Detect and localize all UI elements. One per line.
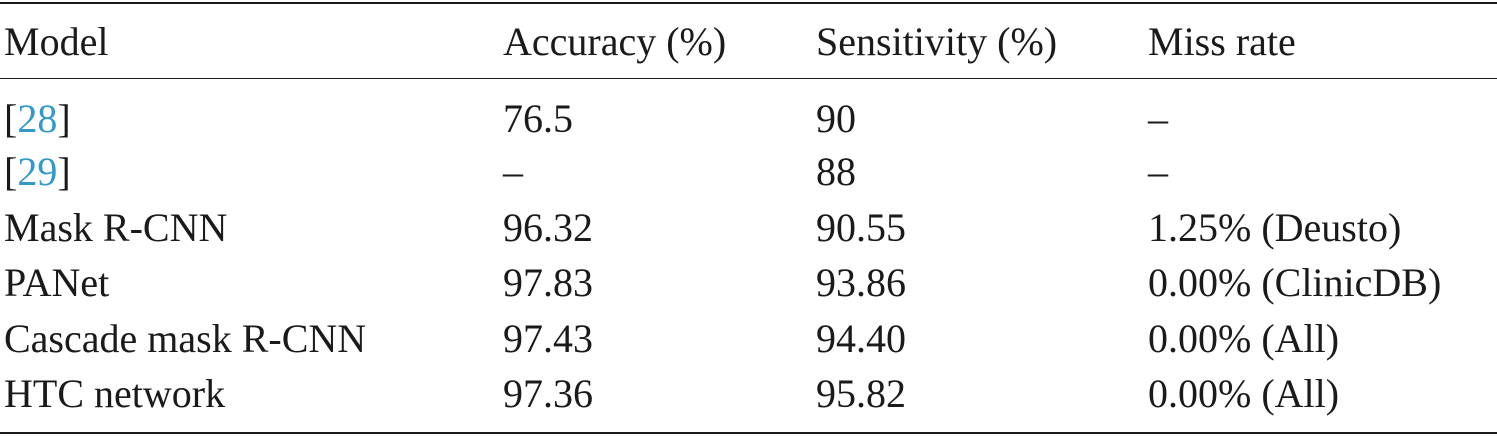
accuracy-cell: 97.36 [503,371,593,416]
miss-rate-cell: – [1148,96,1168,141]
ref-open-bracket: [ [4,96,18,141]
sensitivity-cell: 93.86 [816,260,906,305]
accuracy-cell: 76.5 [503,96,573,141]
table-top-rule [0,2,1497,4]
sensitivity-cell: 88 [816,149,856,194]
accuracy-cell: – [503,149,523,194]
model-cell: HTC network [4,371,226,416]
table-header-rule [0,78,1497,79]
header-model: Model [4,19,109,64]
sensitivity-cell: 90 [816,96,856,141]
model-cell: Cascade mask R-CNN [4,316,367,361]
model-cell: [28] [4,93,71,145]
ref-close-bracket: ] [57,149,71,194]
header-accuracy: Accuracy (%) [503,19,727,64]
model-cell: [29] [4,146,71,198]
table-row: Mask R-CNN 96.32 90.55 1.25% (Deusto) [0,202,1497,254]
sensitivity-cell: 94.40 [816,316,906,361]
table-row: PANet 97.83 93.86 0.00% (ClinicDB) [0,257,1497,309]
miss-rate-cell: 0.00% (ClinicDB) [1148,260,1442,305]
table-header-row: Model Accuracy (%) Sensitivity (%) Miss … [0,16,1497,68]
miss-rate-cell: 0.00% (All) [1148,371,1340,416]
accuracy-cell: 96.32 [503,205,593,250]
table-bottom-rule [0,432,1497,434]
miss-rate-cell: 1.25% (Deusto) [1148,205,1402,250]
table-row: [29] – 88 – [0,146,1497,198]
ref-close-bracket: ] [57,96,71,141]
miss-rate-cell: 0.00% (All) [1148,316,1340,361]
table-row: [28] 76.5 90 – [0,93,1497,145]
sensitivity-cell: 95.82 [816,371,906,416]
reference-link[interactable]: 28 [17,96,58,141]
model-cell: Mask R-CNN [4,205,228,250]
header-sensitivity: Sensitivity (%) [816,19,1058,64]
accuracy-cell: 97.43 [503,316,593,361]
miss-rate-cell: – [1148,149,1168,194]
header-miss-rate: Miss rate [1148,19,1296,64]
table-row: HTC network 97.36 95.82 0.00% (All) [0,368,1497,420]
ref-open-bracket: [ [4,149,18,194]
reference-link[interactable]: 29 [17,149,58,194]
table-row: Cascade mask R-CNN 97.43 94.40 0.00% (Al… [0,313,1497,365]
model-cell: PANet [4,260,110,305]
accuracy-cell: 97.83 [503,260,593,305]
sensitivity-cell: 90.55 [816,205,906,250]
